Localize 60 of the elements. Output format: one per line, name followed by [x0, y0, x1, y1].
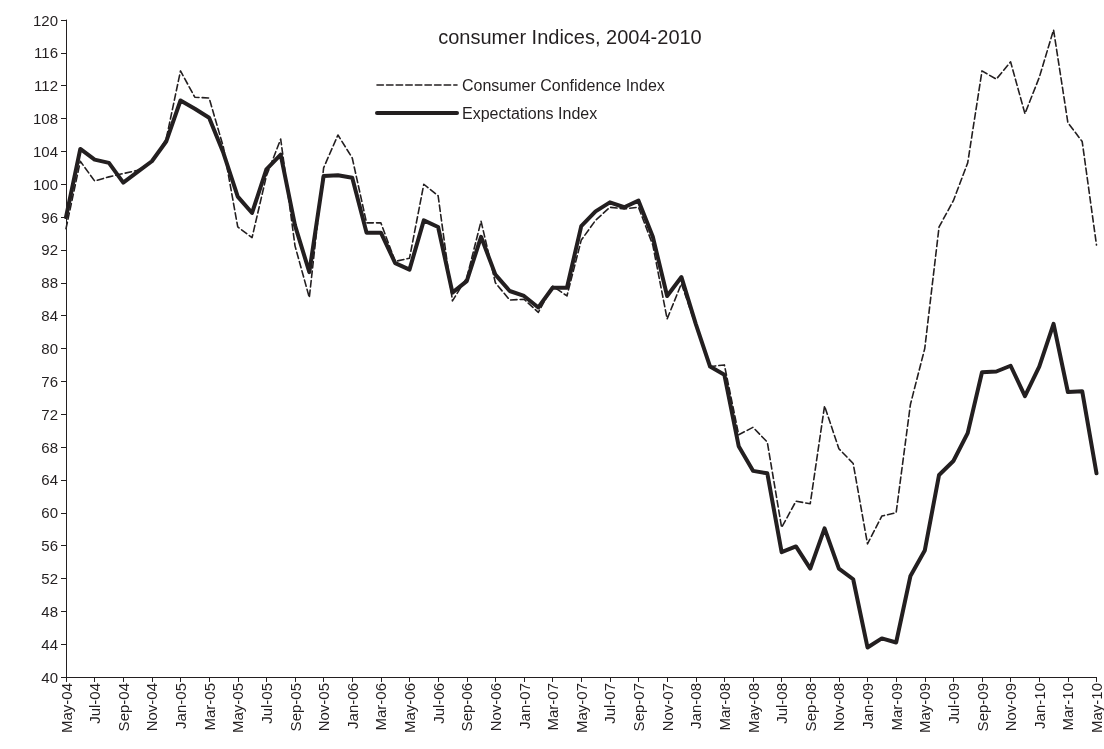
x-tick-label: Sep-09	[973, 683, 991, 732]
x-tick-label: Nov-08	[830, 683, 848, 732]
y-tick-label: 76	[41, 372, 58, 390]
y-tick-label: 84	[41, 307, 58, 325]
legend-label: Expectations Index	[462, 104, 598, 122]
y-tick-label: 80	[41, 340, 58, 357]
x-tick-label: May-05	[229, 683, 247, 734]
x-tick-label: Nov-05	[315, 683, 333, 732]
x-tick-label: Jan-05	[172, 683, 189, 729]
y-tick-label: 64	[41, 471, 58, 489]
y-tick-label: 44	[41, 635, 58, 653]
y-tick-label: 52	[41, 569, 58, 587]
x-tick-label: Jul-05	[257, 683, 275, 724]
y-tick-label: 56	[41, 537, 58, 555]
x-tick-label: Jan-06	[343, 683, 361, 729]
x-tick-label: Jul-06	[429, 683, 447, 724]
y-tick-label: 120	[32, 11, 58, 29]
x-tick-label: Nov-09	[1002, 683, 1020, 732]
x-tick-label: Jul-07	[601, 683, 619, 724]
x-tick-label: May-06	[401, 683, 418, 734]
x-tick-label: Jan-09	[859, 683, 876, 729]
legend-label: Consumer Confidence Index	[462, 76, 665, 94]
x-tick-label: Nov-04	[143, 683, 161, 732]
x-tick-label: Jul-04	[86, 683, 104, 724]
x-tick-label: Sep-05	[286, 683, 304, 732]
x-tick-label: Nov-07	[658, 683, 676, 732]
x-tick-label: May-07	[572, 683, 590, 734]
x-tick-label: Jul-09	[944, 683, 962, 724]
y-tick-label: 88	[41, 274, 58, 292]
y-tick-label: 48	[41, 602, 58, 620]
x-tick-label: Jan-07	[515, 683, 533, 729]
y-tick-label: 60	[41, 504, 58, 522]
x-tick-label: Mar-10	[1059, 683, 1077, 731]
y-tick-label: 104	[32, 142, 58, 160]
x-tick-label: Jul-08	[773, 683, 791, 724]
y-tick-label: 40	[41, 668, 58, 686]
x-tick-label: Mar-09	[887, 683, 905, 731]
y-tick-label: 108	[32, 110, 58, 128]
y-tick-label: 116	[34, 44, 58, 62]
x-tick-label: Mar-08	[715, 683, 733, 731]
x-tick-label: Jan-08	[687, 683, 705, 729]
y-tick-label: 72	[41, 405, 58, 423]
y-tick-label: 112	[34, 77, 58, 95]
x-tick-label: May-08	[744, 683, 762, 734]
x-tick-label: Mar-05	[200, 683, 218, 731]
y-tick-label: 96	[41, 208, 58, 226]
x-tick-label: Sep-08	[801, 683, 819, 732]
x-tick-label: Mar-06	[372, 683, 390, 731]
x-tick-label: Mar-07	[544, 683, 562, 731]
y-tick-label: 68	[41, 438, 58, 456]
x-tick-label: Sep-06	[458, 683, 476, 732]
x-tick-label: May-04	[57, 683, 75, 734]
y-tick-label: 100	[32, 175, 58, 193]
x-tick-label: Nov-06	[486, 683, 504, 732]
x-tick-label: May-09	[916, 683, 934, 734]
chart-title: consumer Indices, 2004-2010	[438, 26, 702, 48]
x-tick-label: Sep-04	[114, 683, 132, 732]
x-tick-label: Jan-10	[1030, 683, 1048, 729]
x-tick-label: Sep-07	[630, 683, 647, 732]
y-tick-label: 92	[41, 241, 58, 259]
